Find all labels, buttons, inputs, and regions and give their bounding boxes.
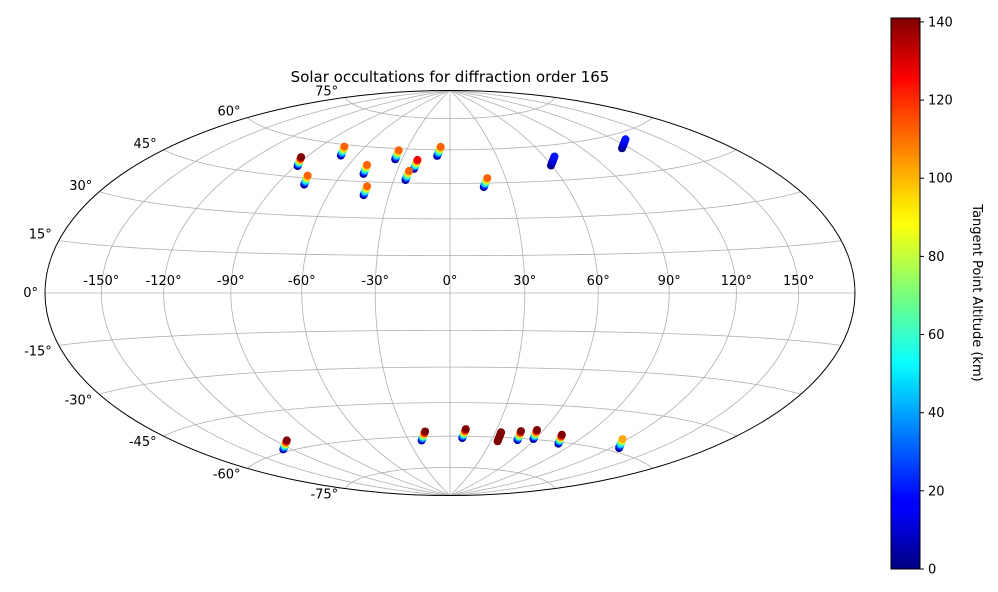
- occultation-point: [363, 182, 372, 191]
- occultation-points: [279, 135, 630, 454]
- lat-tick-label: 75°: [315, 84, 338, 99]
- colorbar-tick-label: 0: [928, 563, 936, 578]
- occultation-point: [282, 436, 291, 445]
- parallel--60: [247, 435, 653, 469]
- lat-tick-label: 60°: [217, 105, 240, 120]
- parallel-75: [344, 97, 556, 120]
- chart-title: Solar occultations for diffraction order…: [291, 68, 610, 86]
- occultation-point: [497, 428, 506, 437]
- occultation-point: [483, 174, 492, 183]
- lon-tick-label: 0°: [443, 274, 458, 289]
- parallel--30: [99, 366, 801, 395]
- parallel--75: [344, 466, 556, 489]
- occultation-point: [421, 427, 430, 436]
- lon-tick-label: -90°: [217, 274, 245, 289]
- lat-tick-label: -15°: [24, 344, 52, 359]
- lon-tick-label: 150°: [783, 274, 814, 289]
- occultation-point: [550, 152, 559, 161]
- lat-tick-label: -60°: [213, 467, 241, 482]
- longitude-tick-labels: -150° -120° -90° -60° -30° 0° 30° 60° 90° 120° 150…: [83, 274, 814, 289]
- occultation-point: [436, 142, 445, 151]
- occultation-point: [461, 425, 470, 434]
- parallel--15: [58, 329, 842, 346]
- colorbar-tick-label: 60: [928, 328, 945, 343]
- lon-tick-label: 120°: [721, 274, 752, 289]
- map-boundary: [44, 90, 856, 496]
- occultation-point: [533, 426, 541, 434]
- colorbar-label: Tangent Point Altitude (km): [969, 203, 984, 381]
- colorbar-tick-label: 120: [928, 94, 953, 109]
- lat-tick-label: 15°: [29, 228, 52, 243]
- lon-tick-label: -60°: [288, 274, 316, 289]
- colorbar-tick-label: 40: [928, 406, 945, 421]
- occultation-point: [405, 167, 413, 175]
- colorbar-gradient: [891, 18, 920, 569]
- lon-tick-label: -150°: [83, 274, 119, 289]
- occultation-point: [363, 160, 371, 169]
- parallel--45: [163, 402, 737, 437]
- colorbar-tick-label: 100: [928, 172, 953, 187]
- lon-tick-label: 90°: [658, 274, 681, 289]
- parallel-60: [247, 117, 653, 151]
- colorbar-ticks: 0 20 40 60 80 100 120 140: [920, 15, 953, 578]
- lat-tick-label: -75°: [310, 488, 338, 503]
- lon-tick-label: -120°: [146, 274, 182, 289]
- lat-tick-label: -45°: [129, 435, 157, 450]
- occultation-point: [340, 142, 349, 151]
- colorbar-tick-label: 80: [928, 250, 945, 265]
- colorbar-frame: [890, 17, 921, 570]
- parallel-30: [99, 191, 801, 220]
- occultation-point: [394, 146, 403, 155]
- occultation-point: [517, 427, 525, 436]
- occultation-point: [297, 153, 306, 162]
- lat-tick-label: 0°: [23, 286, 38, 301]
- lon-tick-label: 60°: [587, 274, 610, 289]
- lat-tick-label: 45°: [134, 137, 157, 152]
- lat-tick-label: -30°: [65, 393, 93, 408]
- parallel-15: [58, 240, 842, 257]
- lon-tick-label: 30°: [513, 274, 536, 289]
- occultation-point: [621, 135, 630, 144]
- latitude-tick-labels: -75° -60° -45° -30° -15° 0° 15° 30° 45° 60° 75°: [23, 84, 338, 502]
- colorbar: 0 20 40 60 80 100 120 140 Tangent Point Altitud…: [890, 15, 984, 578]
- graticule-grid: [45, 90, 855, 496]
- occultation-point: [618, 435, 627, 444]
- colorbar-tick-label: 140: [928, 15, 953, 30]
- lat-tick-label: 30°: [69, 179, 92, 194]
- lon-tick-label: -30°: [361, 274, 389, 289]
- parallel-45: [163, 149, 737, 184]
- colorbar-tick-label: 20: [928, 484, 945, 499]
- occultation-point: [413, 155, 422, 164]
- occultation-point: [557, 430, 566, 439]
- occultation-point: [303, 171, 312, 180]
